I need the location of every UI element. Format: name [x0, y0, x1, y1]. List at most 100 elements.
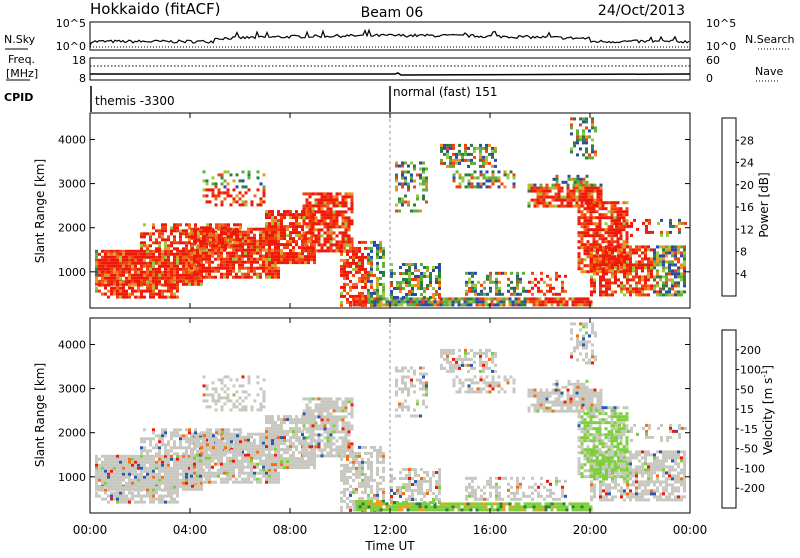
- velocity-cell: [295, 466, 298, 469]
- velocity-cell: [283, 415, 286, 418]
- power-cell: [474, 287, 477, 290]
- velocity-cell: [250, 460, 253, 463]
- power-cell: [426, 266, 429, 269]
- velocity-cell: [306, 397, 309, 400]
- power-cell: [404, 300, 407, 303]
- power-cell: [318, 201, 321, 204]
- power-cell: [286, 255, 289, 258]
- power-cell: [671, 269, 674, 272]
- power-cell: [179, 229, 182, 232]
- power-cell: [149, 244, 152, 247]
- power-cell: [348, 234, 351, 237]
- power-cell: [309, 222, 312, 225]
- power-cell: [553, 178, 556, 181]
- velocity-cell: [289, 439, 292, 442]
- power-cell: [587, 270, 590, 273]
- power-cell: [495, 272, 498, 275]
- power-cell: [292, 246, 295, 249]
- power-cell: [256, 261, 259, 264]
- power-cell: [626, 219, 629, 222]
- power-cell: [531, 190, 534, 193]
- velocity-cell: [113, 498, 116, 501]
- power-cell: [671, 248, 674, 251]
- power-cell: [361, 262, 364, 265]
- power-cell: [561, 199, 564, 202]
- velocity-cell: [158, 482, 161, 485]
- power-cell: [585, 199, 588, 202]
- power-cell: [370, 241, 373, 244]
- power-cell: [193, 252, 196, 255]
- power-cell: [578, 258, 581, 261]
- power-cell: [443, 297, 446, 300]
- velocity-cell: [173, 470, 176, 473]
- velocity-cell: [274, 469, 277, 472]
- power-cell: [116, 253, 119, 256]
- power-cell: [221, 176, 224, 179]
- velocity-cell: [277, 448, 280, 451]
- power-cell: [224, 185, 227, 188]
- power-cell: [662, 293, 665, 296]
- power-cell: [452, 147, 455, 150]
- velocity-cell: [131, 455, 134, 458]
- power-cell: [537, 199, 540, 202]
- velocity-cell: [113, 485, 116, 488]
- power-cell: [200, 232, 203, 235]
- power-cell: [364, 274, 367, 277]
- power-cell: [491, 165, 494, 168]
- velocity-cell: [309, 433, 312, 436]
- power-cell: [597, 199, 600, 202]
- power-cell: [662, 275, 665, 278]
- velocity-cell: [199, 475, 202, 478]
- power-cell: [641, 266, 644, 269]
- power-cell: [333, 201, 336, 204]
- velocity-cell: [226, 457, 229, 460]
- velocity-cell: [274, 475, 277, 478]
- power-cell: [367, 277, 370, 280]
- power-cell: [194, 235, 197, 238]
- power-cell: [128, 262, 131, 265]
- power-cell: [596, 272, 599, 275]
- velocity-cell: [220, 463, 223, 466]
- power-cell: [283, 234, 286, 237]
- velocity-cell: [155, 489, 158, 492]
- power-cell: [591, 147, 594, 150]
- power-cell: [190, 258, 193, 261]
- power-cell: [429, 275, 432, 278]
- velocity-cell: [173, 489, 176, 492]
- power-cell: [131, 268, 134, 271]
- power-cell: [197, 244, 200, 247]
- velocity-cell: [265, 481, 268, 484]
- power-cell: [531, 184, 534, 187]
- power-cell: [399, 287, 402, 290]
- power-cell: [420, 287, 423, 290]
- power-cell: [668, 266, 671, 269]
- power-cell: [248, 176, 251, 179]
- power-cell: [638, 254, 641, 257]
- velocity-cell: [274, 481, 277, 484]
- power-cell: [605, 207, 608, 210]
- power-cell: [641, 251, 644, 254]
- power-cell: [677, 293, 680, 296]
- velocity-cell: [247, 463, 250, 466]
- power-cell: [292, 258, 295, 261]
- power-cell: [414, 293, 417, 296]
- power-cell: [268, 258, 271, 261]
- power-cell: [582, 190, 585, 193]
- velocity-cell: [119, 476, 122, 479]
- power-cell: [309, 207, 312, 210]
- power-cell: [558, 196, 561, 199]
- power-cell: [185, 256, 188, 259]
- velocity-cell: [122, 501, 125, 504]
- power-cell: [617, 213, 620, 216]
- power-cell: [227, 194, 230, 197]
- power-cell: [527, 297, 530, 300]
- power-cell: [277, 270, 280, 273]
- power-cell: [599, 222, 602, 225]
- power-cell: [614, 263, 617, 266]
- power-cell: [348, 237, 351, 240]
- velocity-cell: [125, 476, 128, 479]
- velocity-cell: [137, 467, 140, 470]
- velocity-cell: [146, 470, 149, 473]
- power-cell: [585, 190, 588, 193]
- power-cell: [567, 196, 570, 199]
